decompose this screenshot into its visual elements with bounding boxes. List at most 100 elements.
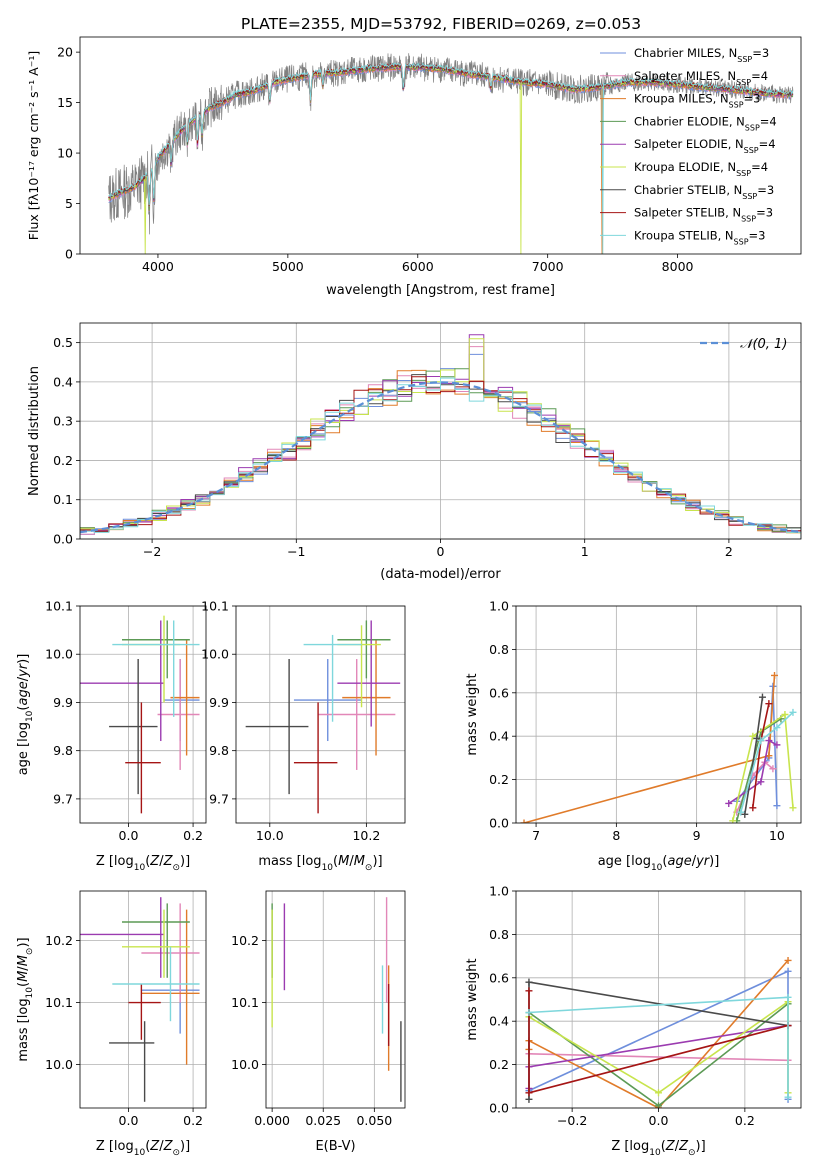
legend-label-salpeter-elodie: Salpeter ELODIE, NSSP=4	[634, 137, 776, 155]
axes-frame	[265, 890, 406, 1109]
errorbar-chabrier-stelib	[109, 1021, 155, 1102]
y-tick-label: 0.0	[53, 532, 73, 547]
y-tick-label: 0.6	[489, 685, 509, 700]
axes-frame	[515, 890, 802, 1109]
x-tick-label: −2	[143, 544, 161, 559]
y-tick-label: 5	[65, 196, 73, 211]
legend-label-salpeter-miles: Salpeter MILES, NSSP=4	[634, 69, 768, 87]
x-tick-label: 7000	[532, 259, 564, 274]
weight-marker	[789, 804, 797, 812]
errorbar-chabrier-elodie	[122, 620, 190, 679]
axes-frame	[235, 605, 406, 824]
x-tick-label: 6000	[402, 259, 434, 274]
errorbar-chabrier-elodie	[122, 903, 190, 978]
weight-line	[528, 1053, 789, 1062]
x-tick-label: 1	[581, 544, 589, 559]
weight-marker	[757, 778, 765, 786]
panel-age-vs-mass: 10.0 10.2 9.7 9.8 9.9 10.0 10.1 mass [log10(M/M…	[201, 599, 406, 873]
y-tick-label: 9.9	[53, 695, 73, 710]
weight-line-chabrier-elodie	[733, 715, 785, 823]
weight-line-kroupa-elodie	[729, 711, 797, 823]
errorbar-salpeter-stelib	[125, 702, 161, 814]
y-tick-label: 10	[57, 146, 73, 161]
legend-label-kroupa-elodie: Kroupa ELODIE, NSSP=4	[634, 160, 768, 178]
legend-label-salpeter-stelib: Salpeter STELIB, NSSP=3	[634, 206, 773, 224]
weight-marker	[520, 819, 528, 823]
x-tick-label: 0.000	[254, 1113, 290, 1128]
y-tick-label: 9.7	[209, 791, 229, 806]
weight-marker	[784, 1093, 792, 1101]
weight-marker	[781, 711, 789, 718]
y-axis-label: mass [log10(M/M⊙)]	[16, 937, 35, 1061]
weight-marker	[525, 1009, 533, 1017]
x-tick-label: −1	[287, 544, 305, 559]
weight-marker	[753, 734, 761, 742]
legend-label-kroupa-miles: Kroupa MILES, NSSP=3	[634, 92, 760, 110]
legend-label-chabrier-miles: Chabrier MILES, NSSP=3	[634, 46, 769, 64]
y-tick-label: 9.8	[53, 743, 73, 758]
axes-frame	[79, 605, 207, 824]
errorbar-kroupa-stelib	[303, 634, 362, 722]
x-axis-label: E(B-V)	[315, 1139, 355, 1154]
errorbar-chabrier-miles	[293, 659, 362, 742]
y-tick-label: 0.3	[53, 414, 73, 429]
panel-age-vs-Z: 0.0 0.2 9.7 9.8 9.9 10.0 10.1 Z [log10(Z/Z⊙)] ag…	[16, 599, 207, 873]
x-tick-label: 0.2	[735, 1113, 755, 1128]
axes-frame	[515, 605, 802, 824]
errorbar-kroupa-miles	[342, 639, 391, 756]
y-tick-label: 10.1	[45, 599, 73, 614]
y-tick-label: 10.0	[45, 647, 73, 662]
y-tick-label: 0.4	[489, 1014, 509, 1029]
x-tick-label: 9	[693, 828, 701, 843]
y-tick-label: 9.9	[209, 695, 229, 710]
x-axis-label: Z [log10(Z/Z⊙)]	[96, 1139, 190, 1158]
legend-label-chabrier-elodie: Chabrier ELODIE, NSSP=4	[634, 114, 777, 131]
weight-line-chabrier-stelib	[741, 693, 766, 818]
plot-area	[245, 620, 401, 814]
weight-marker	[773, 724, 781, 732]
errorbar-salpeter-stelib	[128, 984, 161, 1040]
errorbar-salpeter-miles	[318, 659, 396, 770]
x-axis-label: age [log10(age/yr)]	[598, 854, 720, 873]
x-tick-label: 0.050	[356, 1113, 392, 1128]
y-tick-label: 0.2	[489, 772, 509, 787]
weight-marker	[773, 802, 781, 810]
x-tick-label: 0.025	[305, 1113, 341, 1128]
weight-marker	[737, 808, 745, 816]
x-tick-label: 0	[437, 544, 445, 559]
legend: Chabrier MILES, NSSP=3 Salpeter MILES, NS…	[600, 46, 777, 246]
y-axis-label: Normed distribution	[27, 366, 42, 496]
x-tick-label: 5000	[272, 259, 304, 274]
panel-weight-vs-Z: −0.2 0.0 0.2 0.0 0.2 0.4 0.6 0.8 1.0 Z [log10(Z/Z…	[465, 884, 802, 1158]
weight-marker	[771, 671, 779, 679]
weight-marker	[741, 810, 749, 818]
legend-label-normal: 𝒩(0, 1)	[740, 337, 787, 352]
x-tick-label: 7	[532, 828, 540, 843]
x-tick-label: 0.0	[119, 828, 139, 843]
y-tick-label: 10.2	[231, 933, 259, 948]
x-tick-label: 8	[612, 828, 620, 843]
weight-marker	[769, 765, 777, 773]
weight-marker	[758, 693, 766, 701]
plot-area	[108, 53, 794, 254]
y-tick-label: 0	[65, 247, 73, 262]
y-tick-label: 0.1	[53, 492, 73, 507]
y-tick-label: 10.0	[201, 647, 229, 662]
legend: 𝒩(0, 1)	[700, 337, 787, 352]
weight-line	[728, 739, 778, 805]
panel-mass-vs-ebv: 0.000 0.025 0.050 10.0 10.1 10.2 E(B-V)	[231, 890, 406, 1154]
plot-area	[271, 897, 402, 1102]
plot-area	[80, 334, 801, 539]
y-axis-label: mass weight	[465, 958, 480, 1040]
errorbar-salpeter-elodie	[80, 620, 164, 742]
x-tick-label: 10.2	[352, 828, 380, 843]
y-axis-label: mass weight	[465, 673, 480, 755]
x-tick-label: 0.2	[183, 828, 203, 843]
y-tick-label: 0.2	[53, 453, 73, 468]
y-tick-label: 10.1	[45, 995, 73, 1010]
y-tick-label: 9.8	[209, 743, 229, 758]
x-tick-label: 8000	[662, 259, 694, 274]
y-tick-label: 0.0	[489, 1101, 509, 1116]
x-tick-label: 0.0	[119, 1113, 139, 1128]
